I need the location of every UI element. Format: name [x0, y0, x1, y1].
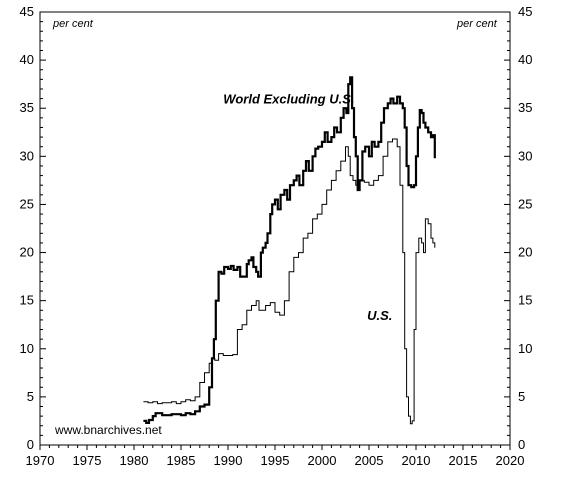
right-y-tick-label: 10 [518, 341, 532, 356]
right-y-tick-label: 25 [518, 196, 532, 211]
right-y-axis: 0 5 10 15 20 25 30 35 40 45 [504, 4, 532, 452]
left-y-tick-label: 15 [20, 293, 34, 308]
x-tick-label: 1980 [120, 453, 149, 468]
right-y-tick-label: 0 [518, 437, 525, 452]
right-y-tick-label: 30 [518, 148, 532, 163]
plot-frame [39, 11, 511, 446]
left-y-tick-label: 35 [20, 100, 34, 115]
left-y-tick-label: 40 [20, 52, 34, 67]
series-line-0 [143, 76, 436, 424]
x-tick-label: 1975 [73, 453, 102, 468]
left-y-tick-label: 5 [27, 389, 34, 404]
right-axis-unit-label: per cent [456, 18, 498, 30]
x-tick-label: 1970 [26, 453, 55, 468]
series-label-us: U.S. [367, 308, 392, 323]
right-y-tick-label: 20 [518, 245, 532, 260]
right-y-tick-label: 35 [518, 100, 532, 115]
x-axis: 1970 1975 1980 1985 1990 1995 2000 2005 2010 2015… [26, 445, 525, 468]
x-tick-label: 2020 [496, 453, 525, 468]
source-credit: www.bnarchives.net [54, 423, 162, 437]
left-y-tick-label: 25 [20, 196, 34, 211]
x-tick-label: 2005 [355, 453, 384, 468]
series-line-1 [143, 138, 436, 425]
x-tick-label: 1990 [214, 453, 243, 468]
series-label-world-excluding-us: World Excluding U.S. [223, 91, 354, 106]
left-y-tick-label: 45 [20, 4, 34, 19]
right-y-tick-label: 5 [518, 389, 525, 404]
x-tick-label: 2015 [449, 453, 478, 468]
x-tick-label: 2010 [402, 453, 431, 468]
left-axis-unit-label: per cent [52, 18, 94, 30]
x-tick-label: 1985 [167, 453, 196, 468]
x-tick-label: 1995 [261, 453, 290, 468]
left-y-tick-label: 30 [20, 148, 34, 163]
left-y-tick-label: 0 [27, 437, 34, 452]
left-y-axis: 0 5 10 15 20 25 30 35 40 45 [20, 4, 46, 452]
x-tick-label: 2000 [308, 453, 337, 468]
left-y-tick-label: 20 [20, 245, 34, 260]
left-y-tick-label: 10 [20, 341, 34, 356]
right-y-tick-label: 40 [518, 52, 532, 67]
right-y-tick-label: 15 [518, 293, 532, 308]
series-layer [143, 76, 436, 425]
right-y-tick-label: 45 [518, 4, 532, 19]
